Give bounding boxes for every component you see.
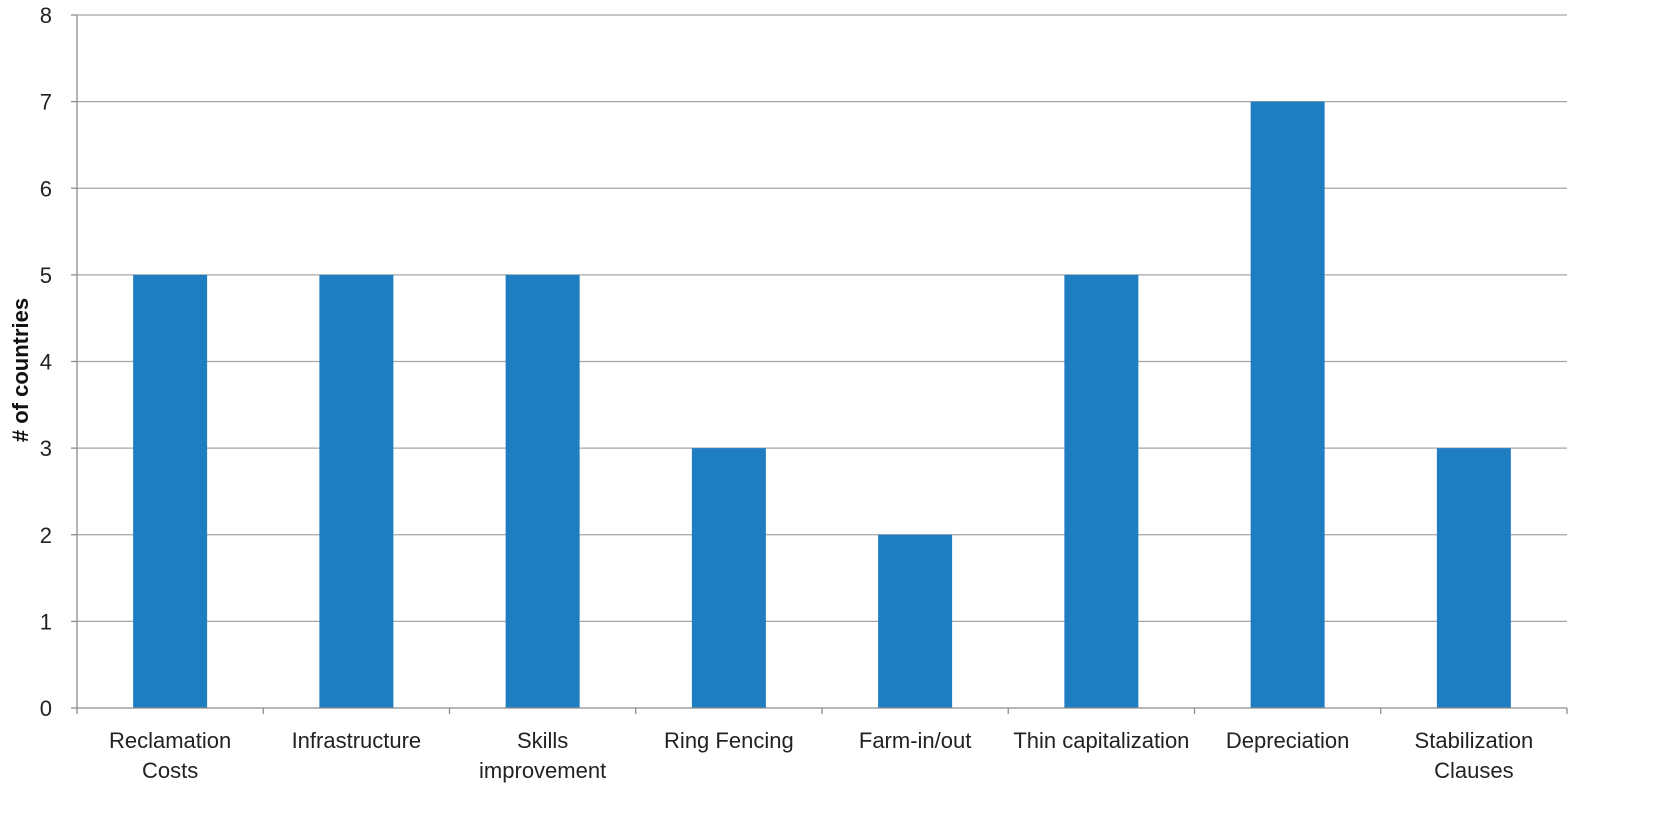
x-tick-label: Depreciation bbox=[1226, 728, 1350, 753]
x-tick-label: Farm-in/out bbox=[859, 728, 971, 753]
axes bbox=[71, 14, 1568, 714]
bar bbox=[133, 274, 208, 708]
x-tick-label-line: Stabilization bbox=[1415, 728, 1534, 753]
y-tick-label: 2 bbox=[40, 523, 52, 548]
bar bbox=[1436, 448, 1511, 708]
x-tick-label: Thin capitalization bbox=[1013, 728, 1189, 753]
x-tick-label-line: Reclamation bbox=[109, 728, 231, 753]
y-axis-title: # of countries bbox=[8, 298, 33, 442]
y-tick-label: 8 bbox=[40, 3, 52, 28]
bars bbox=[133, 101, 1511, 708]
bar bbox=[878, 534, 953, 708]
x-tick-label: Stabilization Clauses bbox=[1415, 728, 1534, 783]
x-tick-label-line: Skills bbox=[517, 728, 568, 753]
x-tick-label-line: Ring Fencing bbox=[664, 728, 794, 753]
x-tick-label-line: Costs bbox=[142, 758, 198, 783]
x-tick-label: Skills improvement bbox=[479, 728, 606, 783]
y-tick-label: 6 bbox=[40, 176, 52, 201]
y-tick-label: 7 bbox=[40, 90, 52, 115]
x-tick-label-line: Clauses bbox=[1434, 758, 1513, 783]
x-tick-label-line: Infrastructure bbox=[292, 728, 422, 753]
bar bbox=[319, 274, 394, 708]
y-tick-label: 3 bbox=[40, 436, 52, 461]
x-tick-label: Infrastructure bbox=[292, 728, 422, 753]
x-tick-labels: Reclamation Costs Infrastructure Skills impr… bbox=[109, 728, 1533, 783]
gridlines bbox=[77, 14, 1567, 623]
y-tick-label: 5 bbox=[40, 263, 52, 288]
y-tick-label: 0 bbox=[40, 696, 52, 721]
x-tick-label-line: Thin capitalization bbox=[1013, 728, 1189, 753]
x-tick-label-line: Depreciation bbox=[1226, 728, 1350, 753]
x-tick-label-line: Farm-in/out bbox=[859, 728, 971, 753]
x-tick-label: Reclamation Costs bbox=[109, 728, 231, 783]
bar bbox=[1064, 274, 1139, 708]
y-tick-label: 1 bbox=[40, 609, 52, 634]
y-tick-labels: 0 1 2 3 4 5 6 7 8 bbox=[40, 3, 52, 721]
bar bbox=[505, 274, 580, 708]
x-tick-label-line: improvement bbox=[479, 758, 606, 783]
y-tick-label: 4 bbox=[40, 350, 52, 375]
bar bbox=[1250, 101, 1325, 708]
bar bbox=[691, 448, 766, 708]
x-tick-label: Ring Fencing bbox=[664, 728, 794, 753]
